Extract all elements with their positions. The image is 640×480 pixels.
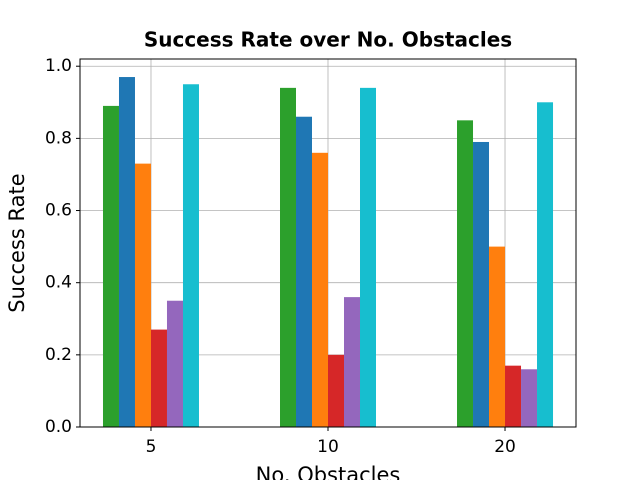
- bar: [166, 300, 183, 427]
- bar: [537, 102, 554, 427]
- bar: [102, 105, 119, 427]
- x-tick-label: 5: [146, 437, 157, 457]
- bar: [296, 116, 312, 427]
- bar: [473, 141, 490, 427]
- y-tick-label: 0.6: [45, 201, 72, 221]
- x-tick-label: 10: [317, 437, 339, 457]
- y-axis-label: Success Rate: [5, 173, 29, 312]
- bar: [360, 87, 376, 428]
- bar: [505, 365, 522, 427]
- chart-title: Success Rate over No. Obstacles: [144, 28, 512, 52]
- plot-frame: [79, 58, 577, 428]
- x-tick-label: 20: [494, 437, 516, 457]
- bar: [182, 84, 199, 427]
- bar: [280, 87, 296, 428]
- y-tick-label: 1.0: [45, 56, 72, 76]
- bar: [118, 77, 135, 427]
- y-tick-label: 0.4: [45, 273, 72, 293]
- bar: [489, 246, 506, 427]
- x-axis-label: No. Obstacles: [256, 463, 401, 480]
- y-tick-label: 0.8: [45, 128, 72, 148]
- y-tick-label: 0.2: [45, 345, 72, 365]
- y-tick-label: 0.0: [45, 417, 72, 437]
- bar: [134, 163, 151, 428]
- bar: [328, 354, 344, 427]
- bar: [150, 329, 167, 427]
- bar: [312, 152, 328, 427]
- bar: [344, 297, 360, 427]
- bar: [457, 120, 474, 427]
- bar: [521, 369, 538, 427]
